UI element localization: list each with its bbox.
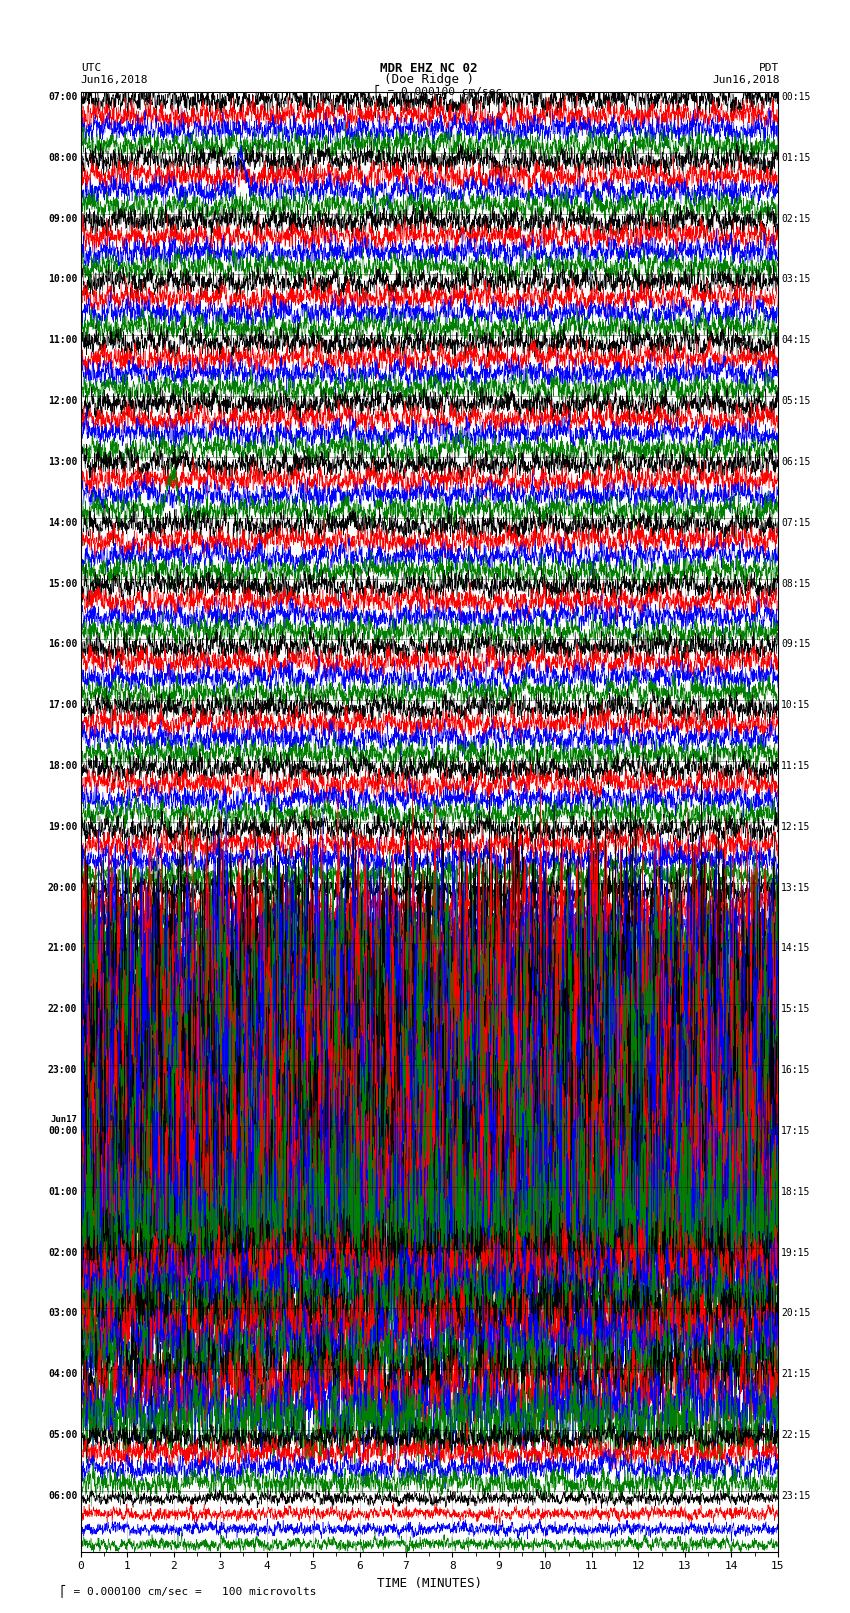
Text: 02:00: 02:00 [48,1247,77,1258]
Text: MDR EHZ NC 02: MDR EHZ NC 02 [381,61,478,76]
Text: 17:00: 17:00 [48,700,77,710]
Text: 04:15: 04:15 [781,336,811,345]
Text: 15:15: 15:15 [781,1005,811,1015]
Text: (Doe Ridge ): (Doe Ridge ) [384,73,474,85]
Text: 21:15: 21:15 [781,1369,811,1379]
Text: 22:15: 22:15 [781,1431,811,1440]
Text: 07:00: 07:00 [48,92,77,102]
Text: 14:15: 14:15 [781,944,811,953]
Text: 08:00: 08:00 [48,153,77,163]
Text: 00:15: 00:15 [781,92,811,102]
Text: 16:15: 16:15 [781,1065,811,1076]
Text: 20:00: 20:00 [48,882,77,892]
Text: 12:00: 12:00 [48,397,77,406]
Text: 14:00: 14:00 [48,518,77,527]
Text: 02:15: 02:15 [781,213,811,224]
Text: 03:15: 03:15 [781,274,811,284]
Text: 23:00: 23:00 [48,1065,77,1076]
Text: 13:15: 13:15 [781,882,811,892]
Text: 10:00: 10:00 [48,274,77,284]
Text: PDT: PDT [759,63,779,73]
Text: 19:15: 19:15 [781,1247,811,1258]
Text: 19:00: 19:00 [48,823,77,832]
Text: ⎡ = 0.000100 cm/sec: ⎡ = 0.000100 cm/sec [374,84,502,97]
Text: 00:00: 00:00 [48,1126,77,1136]
Text: 07:15: 07:15 [781,518,811,527]
Text: Jun17: Jun17 [50,1116,77,1124]
Text: 01:15: 01:15 [781,153,811,163]
X-axis label: TIME (MINUTES): TIME (MINUTES) [377,1578,482,1590]
Text: 05:15: 05:15 [781,397,811,406]
Text: 01:00: 01:00 [48,1187,77,1197]
Text: 18:00: 18:00 [48,761,77,771]
Text: 09:15: 09:15 [781,639,811,650]
Text: 06:00: 06:00 [48,1490,77,1500]
Text: UTC: UTC [81,63,101,73]
Text: 11:15: 11:15 [781,761,811,771]
Text: Jun16,2018: Jun16,2018 [81,74,148,84]
Text: 22:00: 22:00 [48,1005,77,1015]
Text: 06:15: 06:15 [781,456,811,466]
Text: 21:00: 21:00 [48,944,77,953]
Text: 17:15: 17:15 [781,1126,811,1136]
Text: 05:00: 05:00 [48,1431,77,1440]
Text: 18:15: 18:15 [781,1187,811,1197]
Text: 10:15: 10:15 [781,700,811,710]
Text: 16:00: 16:00 [48,639,77,650]
Text: 04:00: 04:00 [48,1369,77,1379]
Text: 23:15: 23:15 [781,1490,811,1500]
Text: Jun16,2018: Jun16,2018 [712,74,779,84]
Text: ⎡ = 0.000100 cm/sec =   100 microvolts: ⎡ = 0.000100 cm/sec = 100 microvolts [60,1584,316,1597]
Text: 13:00: 13:00 [48,456,77,466]
Text: 15:00: 15:00 [48,579,77,589]
Text: 12:15: 12:15 [781,823,811,832]
Text: 03:00: 03:00 [48,1308,77,1318]
Text: 20:15: 20:15 [781,1308,811,1318]
Text: 11:00: 11:00 [48,336,77,345]
Text: 08:15: 08:15 [781,579,811,589]
Text: 09:00: 09:00 [48,213,77,224]
